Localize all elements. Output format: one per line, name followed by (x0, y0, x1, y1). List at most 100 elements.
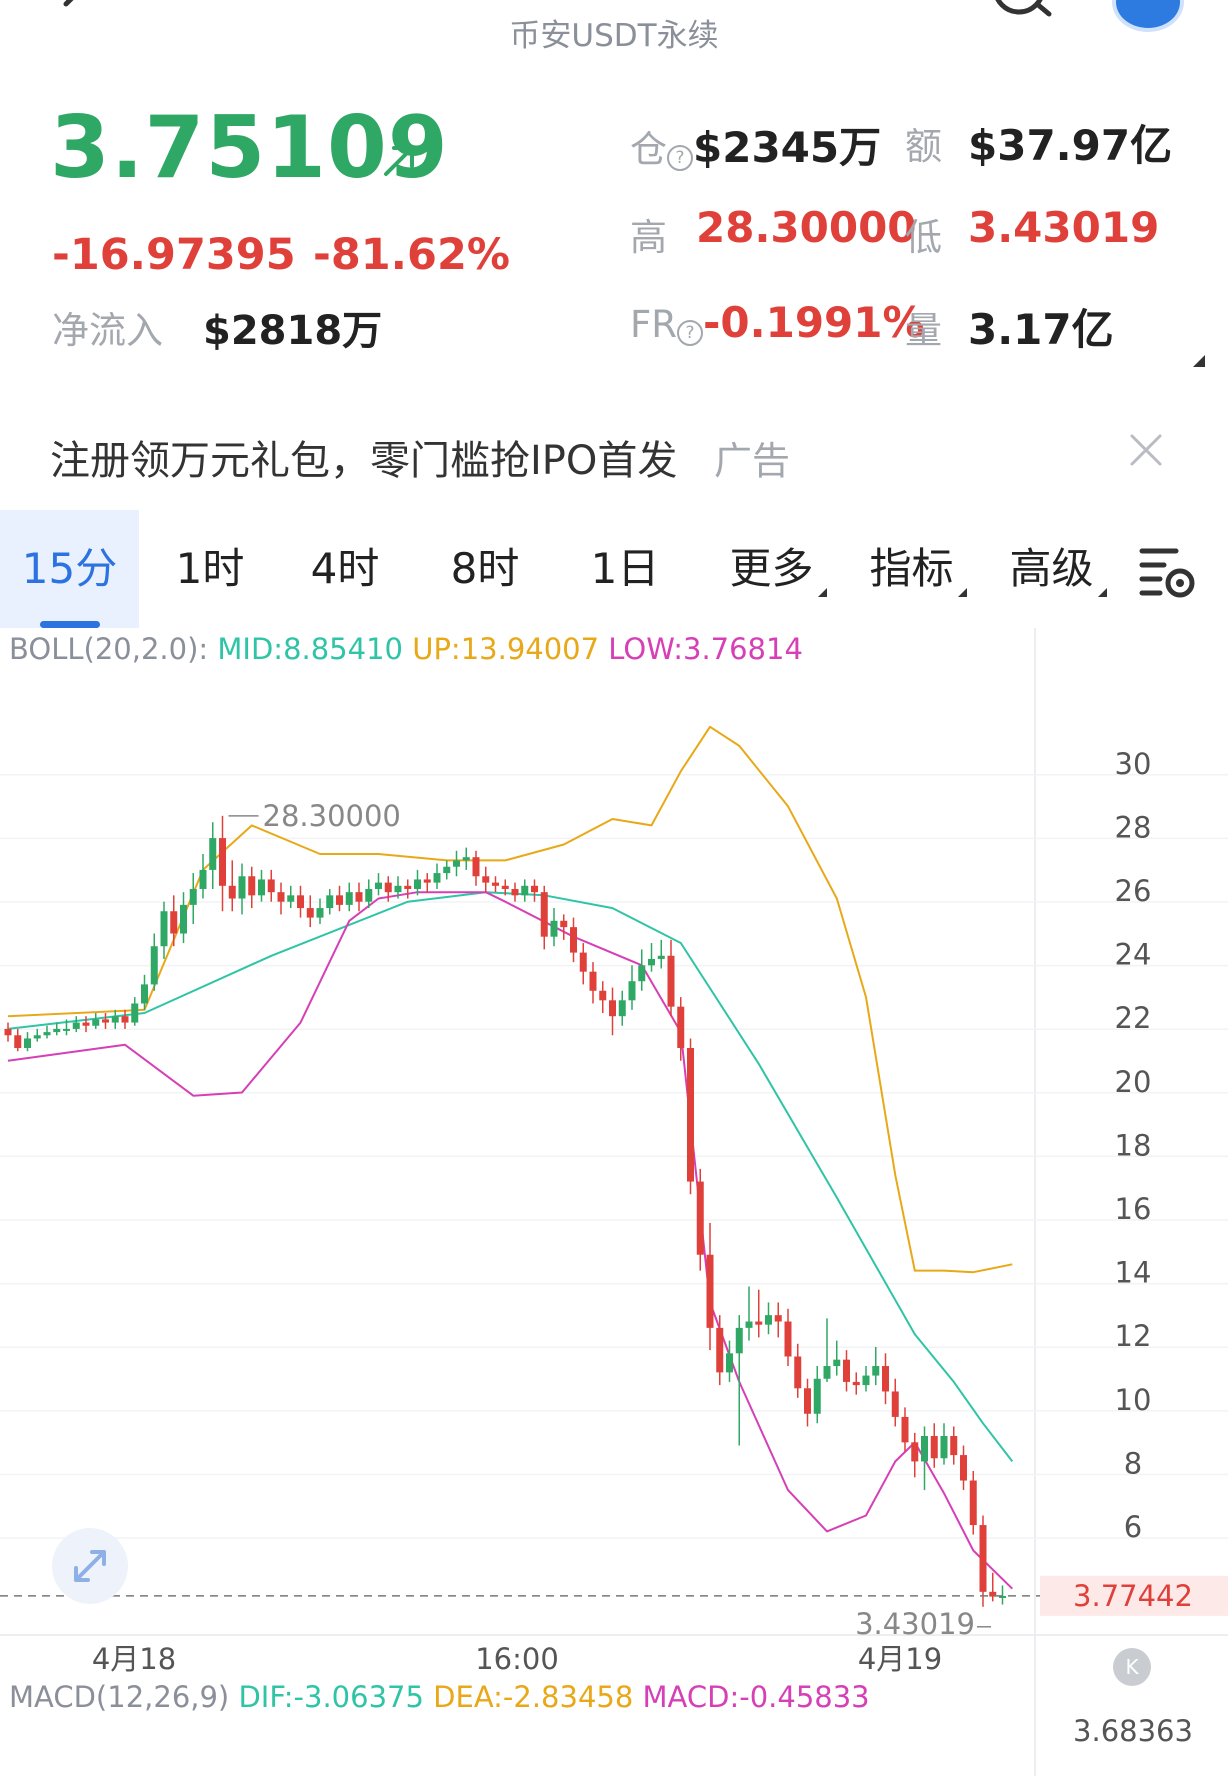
timeframe-tabs: 15分 1时 4时 8时 1日 更多 指标 高级 (0, 510, 1228, 628)
tab-more[interactable]: 更多 (718, 510, 838, 628)
candle-body (813, 1378, 821, 1414)
candle-body (365, 888, 373, 902)
candle-body (950, 1436, 958, 1456)
candle-body (628, 981, 636, 1001)
funding-rate-value: -0.1991% (703, 298, 925, 347)
candle-body (531, 885, 538, 893)
close-icon[interactable] (1128, 432, 1164, 468)
candle-body (102, 1019, 109, 1023)
tab-15m[interactable]: 15分 (0, 510, 139, 628)
y-tick-label: 16 (1115, 1192, 1152, 1226)
candle-body (960, 1455, 967, 1481)
candle-body (267, 879, 275, 893)
y-tick-label: 10 (1115, 1383, 1152, 1417)
current-price-tag (1040, 1575, 1228, 1616)
tab-advanced[interactable]: 高级 (998, 510, 1118, 628)
boll-mid-line (7, 891, 1014, 1463)
back-arrow-icon[interactable] (52, 0, 92, 24)
y-tick-label: 14 (1115, 1256, 1152, 1290)
candle-body (823, 1366, 831, 1379)
tab-label: 4时 (310, 544, 380, 593)
candle-body (82, 1022, 90, 1026)
candle-body (901, 1416, 909, 1443)
open-interest-value: $2345万 (693, 123, 882, 172)
tab-4h[interactable]: 4时 (285, 510, 405, 628)
candle-body (63, 1028, 70, 1031)
candle-body (258, 879, 265, 896)
funding-rate-label: FR (630, 303, 677, 346)
chart-settings-icon[interactable] (1138, 545, 1198, 599)
boll-low: LOW:3.76814 (608, 632, 803, 666)
candle-body (248, 876, 256, 896)
low-annotation: 3.43019 (855, 1607, 975, 1641)
y-tick-label: 26 (1115, 874, 1152, 908)
candle-body (238, 876, 246, 899)
candle-body (72, 1022, 80, 1029)
candle-body (326, 895, 334, 909)
candle-body (121, 1016, 129, 1023)
candle-body (92, 1019, 100, 1026)
candle-body (160, 911, 168, 947)
candle-body (667, 955, 675, 1007)
candle-body (53, 1028, 61, 1033)
candle-body (706, 1254, 714, 1328)
candle-body (131, 1003, 139, 1023)
candle-body (804, 1388, 811, 1414)
candle-body (423, 879, 431, 883)
candle-body (696, 1181, 704, 1255)
y-tick-label: 28 (1115, 810, 1152, 844)
price-change-percent: -81.62% (313, 230, 510, 280)
candle-body (316, 908, 324, 918)
candle-body (511, 888, 519, 896)
candle-body (209, 838, 217, 870)
tab-label: 8时 (450, 544, 520, 593)
candle-body (618, 1000, 626, 1017)
candle-body (141, 984, 148, 1004)
candle-body (297, 895, 304, 909)
tab-label: 1时 (175, 544, 245, 593)
volume-label: 量 (905, 309, 942, 352)
candle-body (638, 965, 646, 982)
low-label: 低 (905, 216, 942, 259)
search-icon[interactable] (985, 0, 1057, 28)
tab-indicators[interactable]: 指标 (858, 510, 978, 628)
candle-body (414, 879, 421, 889)
candle-body (716, 1327, 724, 1373)
candle-body (774, 1315, 782, 1322)
candle-body (521, 885, 529, 896)
help-icon[interactable]: ? (667, 144, 693, 171)
candle-body (794, 1356, 802, 1389)
high-label: 高 (630, 216, 667, 259)
candle-body (482, 876, 490, 883)
open-interest-label: 仓 (630, 128, 667, 171)
candle-body (277, 892, 285, 902)
current-price-label: 3.77442 (1073, 1579, 1193, 1613)
candle-body (999, 1595, 1006, 1598)
candle-body (394, 885, 402, 893)
active-tab-indicator (40, 621, 100, 628)
help-icon[interactable]: ? (677, 319, 703, 346)
tab-1d[interactable]: 1日 (565, 510, 685, 628)
candle-body (4, 1028, 12, 1036)
y-tick-label: 12 (1115, 1319, 1152, 1353)
candle-body (170, 911, 178, 934)
expand-stats-icon[interactable] (1193, 355, 1205, 367)
net-inflow-label: 净流入 (52, 309, 163, 352)
k-icon[interactable]: K (1113, 1648, 1151, 1686)
tab-8h[interactable]: 8时 (425, 510, 545, 628)
tab-1h[interactable]: 1时 (150, 510, 270, 628)
candle-body (599, 990, 607, 1001)
candle-body (687, 1048, 694, 1182)
candle-body (14, 1035, 22, 1048)
candle-body (833, 1359, 841, 1367)
candle-body (355, 892, 363, 902)
ad-label: 广告 (714, 439, 791, 483)
candle-body (443, 866, 451, 874)
candle-body (940, 1436, 948, 1459)
promo-banner-text[interactable]: 注册领万元礼包，零门槛抢IPO首发 (50, 438, 678, 484)
candle-body (989, 1591, 997, 1597)
macd-axis-label: 3.68363 (1073, 1714, 1193, 1748)
fullscreen-button[interactable] (52, 1528, 128, 1604)
candle-body (609, 1000, 616, 1017)
